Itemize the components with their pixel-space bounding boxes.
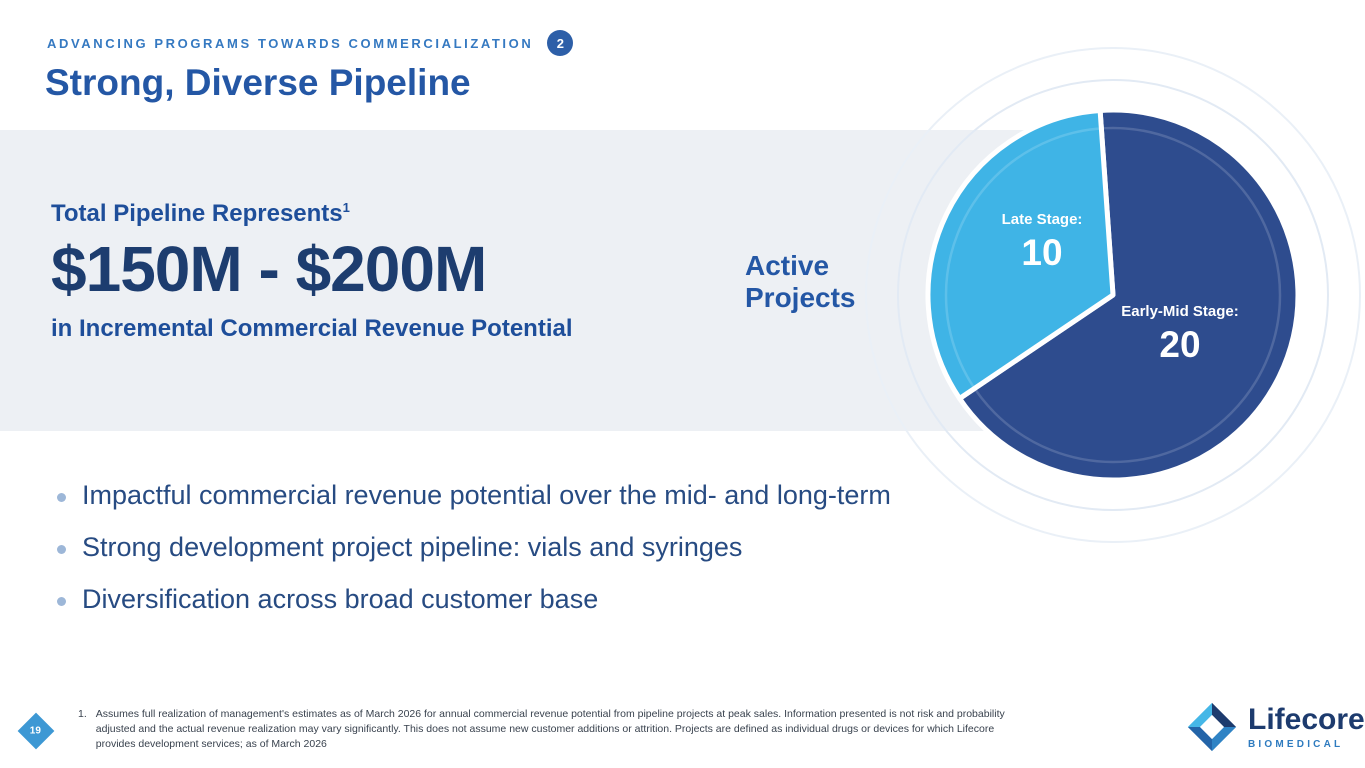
decorative-ring-inner xyxy=(897,79,1329,511)
company-logo: Lifecore® BIOMEDICAL xyxy=(1186,701,1365,753)
highlight-subline: in Incremental Commercial Revenue Potent… xyxy=(51,315,573,343)
bullet-dot xyxy=(57,493,66,502)
highlight-lead: Total Pipeline Represents1 xyxy=(51,200,573,228)
bullet-text: Diversification across broad customer ba… xyxy=(82,584,599,614)
page-number: 19 xyxy=(30,725,42,737)
footnote-number: 1. xyxy=(78,708,87,720)
pie-label-late-stage: Late Stage: 10 xyxy=(980,211,1104,271)
page-title: Strong, Diverse Pipeline xyxy=(45,62,471,103)
pie-inner-accent-ring xyxy=(944,126,1282,464)
kicker-text: ADVANCING PROGRAMS TOWARDS COMMERCIALIZA… xyxy=(47,35,534,51)
section-number-badge: 2 xyxy=(547,30,574,56)
bullet-item: Diversification across broad customer ba… xyxy=(57,584,891,615)
logo-text: Lifecore® BIOMEDICAL xyxy=(1248,702,1365,750)
highlight-lead-text: Total Pipeline Represents xyxy=(51,200,343,227)
logo-name-text: Lifecore xyxy=(1248,702,1365,736)
pie-chart: Late Stage: 10 Early-Mid Stage: 20 xyxy=(853,35,1365,555)
bullet-dot xyxy=(57,545,66,554)
pie-value-early-mid-stage: 20 xyxy=(1159,323,1201,365)
pie-chart-caption: Active Projects xyxy=(745,250,856,314)
footnote: 1. Assumes full realization of managemen… xyxy=(78,707,1023,753)
bullet-item: Strong development project pipeline: via… xyxy=(57,532,891,563)
pie-label-early-mid-stage-text: Early-Mid Stage: xyxy=(1121,303,1239,320)
bullet-text: Strong development project pipeline: via… xyxy=(82,532,743,562)
pie-label-late-stage-text: Late Stage: xyxy=(1001,211,1083,228)
slide-kicker-row: ADVANCING PROGRAMS TOWARDS COMMERCIALIZA… xyxy=(47,30,574,56)
footnote-reference: 1 xyxy=(342,200,350,215)
bullet-text: Impactful commercial revenue potential o… xyxy=(82,480,891,510)
lifecore-diamond-icon xyxy=(1187,702,1237,752)
bullet-list: Impactful commercial revenue potential o… xyxy=(57,480,891,636)
pipeline-highlight-block: Total Pipeline Represents1 $150M - $200M… xyxy=(51,200,573,343)
pie-slice-early-mid xyxy=(957,107,1301,483)
pie-value-late-stage: 10 xyxy=(1021,231,1063,273)
pie-label-early-mid-stage: Early-Mid Stage: 20 xyxy=(1118,303,1242,363)
decorative-ring-outer xyxy=(865,47,1361,543)
bullet-item: Impactful commercial revenue potential o… xyxy=(57,480,891,511)
page-number-marker: 19 xyxy=(17,712,55,750)
logo-name: Lifecore® xyxy=(1248,702,1365,736)
bullet-dot xyxy=(57,597,66,606)
revenue-amount: $150M - $200M xyxy=(51,233,487,305)
pie-slice-late xyxy=(925,108,1116,401)
logo-tagline: BIOMEDICAL xyxy=(1248,738,1344,750)
pie-chart-svg xyxy=(865,47,1361,543)
footnote-text: Assumes full realization of management's… xyxy=(95,708,1005,751)
